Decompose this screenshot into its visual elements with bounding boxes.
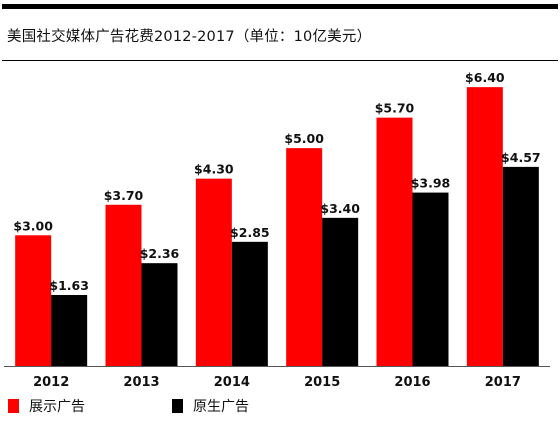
bar-display-2017 [466, 87, 503, 367]
data-label: $3.40 [320, 201, 360, 216]
x-tick-label: 2016 [394, 375, 430, 390]
bar-native-2015 [322, 217, 359, 366]
data-label: $1.63 [49, 278, 89, 293]
chart-title: 美国社交媒体广告花费2012-2017（单位：10亿美元） [7, 29, 372, 45]
data-label: $2.36 [140, 246, 180, 261]
legend: 展示广告 原生广告 [0, 396, 560, 420]
bar-display-2016 [376, 117, 413, 367]
data-label: $4.30 [194, 162, 234, 177]
data-label: $3.98 [411, 176, 451, 191]
x-tick-label: 2013 [123, 375, 159, 390]
bar-native-2013 [141, 263, 178, 366]
top-rule [2, 4, 558, 9]
legend-item-display-ads: 展示广告 [8, 396, 85, 416]
bar-display-2015 [286, 148, 323, 366]
data-label: $2.85 [230, 225, 270, 240]
legend-item-native-ads: 原生广告 [172, 396, 249, 416]
data-label: $6.40 [465, 70, 505, 85]
data-label: $3.70 [104, 188, 144, 203]
data-label: $4.57 [501, 150, 541, 165]
bar-display-2012 [15, 235, 52, 366]
bar-display-2013 [105, 204, 142, 366]
data-label: $3.00 [13, 218, 53, 233]
bar-chart: $3.00 $1.63 2012 $3.70 $2.36 2013 $4.30 $2.85 20… [4, 70, 550, 390]
title-rule [2, 60, 558, 61]
x-tick-label: 2017 [485, 375, 521, 390]
bar-display-2014 [195, 178, 232, 366]
legend-label: 原生广告 [193, 399, 249, 415]
x-tick-label: 2012 [33, 375, 69, 390]
data-label: $5.00 [284, 131, 324, 146]
bar-native-2017 [502, 166, 539, 366]
bar-native-2016 [412, 192, 449, 366]
legend-swatch-red [8, 399, 19, 413]
legend-label: 展示广告 [29, 399, 85, 415]
data-label: $5.70 [375, 101, 415, 116]
x-tick-label: 2014 [214, 375, 250, 390]
legend-swatch-black [172, 399, 183, 413]
bar-native-2012 [51, 294, 88, 366]
x-tick-label: 2015 [304, 375, 340, 390]
bar-native-2014 [231, 241, 268, 366]
